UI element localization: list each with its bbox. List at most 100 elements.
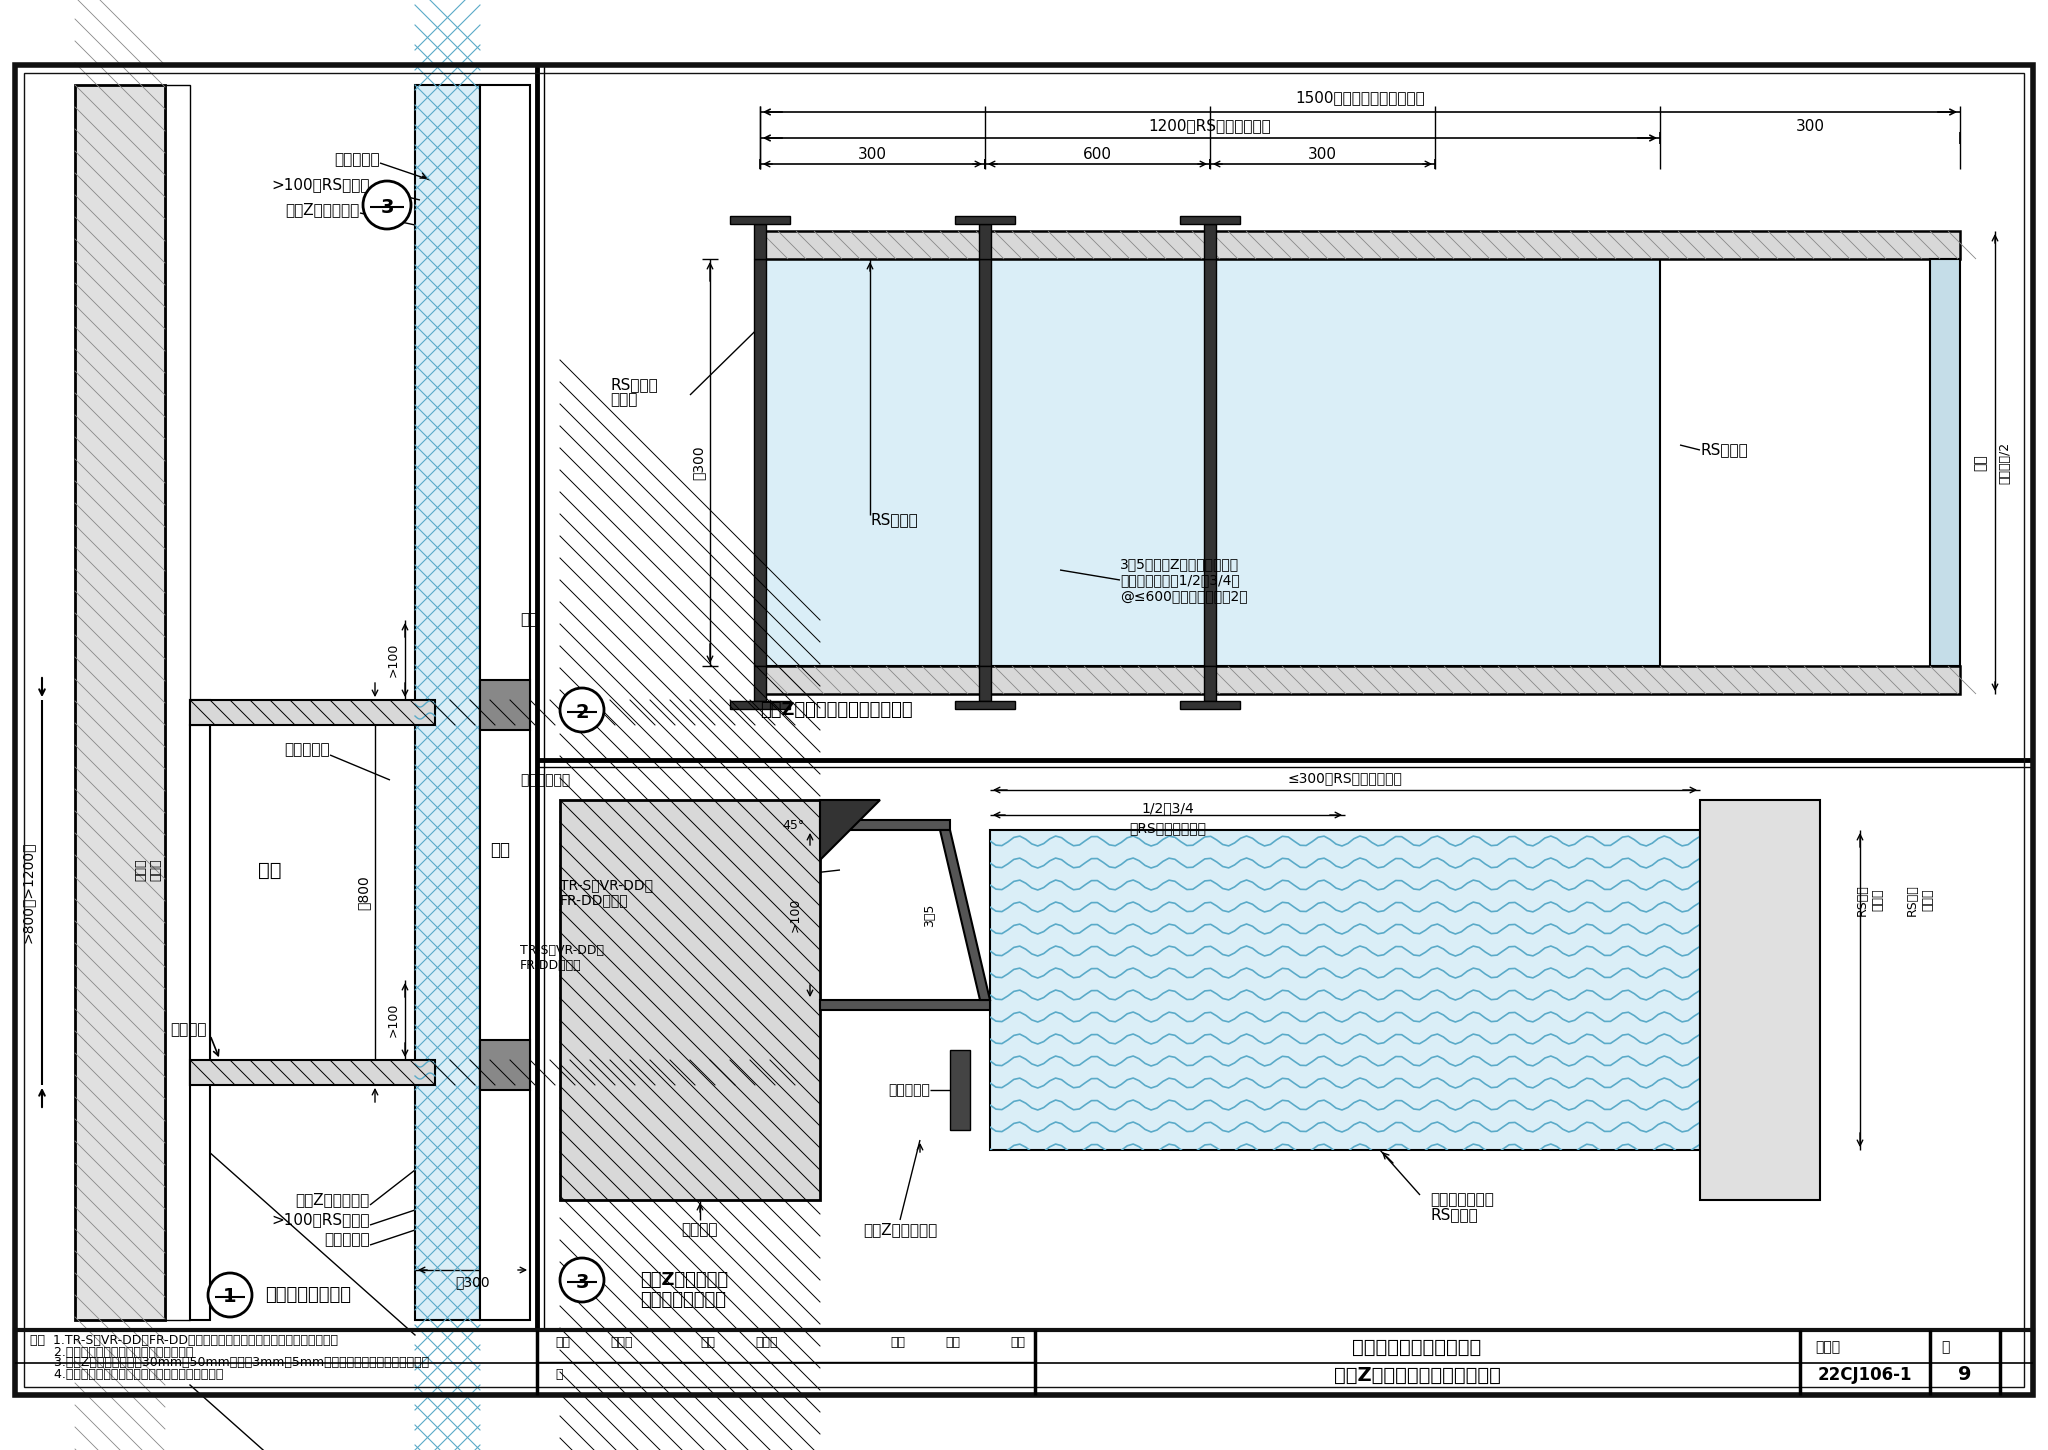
Bar (979, 260, 991, 666)
Bar (190, 700, 434, 725)
Text: RS黑棉板: RS黑棉板 (870, 512, 918, 528)
Text: 楼板标高: 楼板标高 (170, 1022, 207, 1038)
Text: 4.幕墙构造及幕墙与结构连接构造为示意，下同。: 4.幕墙构造及幕墙与结构连接构造为示意，下同。 (31, 1367, 223, 1380)
Bar (989, 829, 1700, 1150)
Bar (760, 666, 1960, 695)
Text: 3～5厚专用Z型钢承托件，插
入岩棉板宽度的1/2～3/4，
@≤600，每块板不少于2个: 3～5厚专用Z型钢承托件，插 入岩棉板宽度的1/2～3/4， @≤600，每块板… (1120, 557, 1247, 603)
Text: （RS黑棉板宽度）: （RS黑棉板宽度） (1128, 821, 1206, 835)
Text: 300: 300 (1796, 119, 1825, 133)
Text: 吕大鹏: 吕大鹏 (756, 1337, 778, 1350)
Text: 45°: 45° (782, 818, 805, 831)
Text: 22CJ106-1: 22CJ106-1 (1819, 1366, 1913, 1383)
Text: 审核: 审核 (555, 1337, 569, 1350)
Circle shape (559, 1259, 604, 1302)
Text: 玻璃幕墙层间防火封堵、: 玻璃幕墙层间防火封堵、 (1352, 1337, 1481, 1357)
Bar (190, 1060, 434, 1085)
Bar (559, 800, 819, 1201)
Bar (1204, 260, 1217, 666)
Bar (989, 829, 1700, 1150)
Bar (989, 829, 1700, 1150)
Circle shape (362, 181, 412, 229)
Bar (416, 700, 434, 725)
Bar (76, 86, 166, 1320)
Text: 幕墙层间封堵用: 幕墙层间封堵用 (1430, 1192, 1493, 1208)
Bar (1929, 260, 1960, 666)
Bar (479, 680, 530, 729)
Text: RS黑棉
板宽度: RS黑棉 板宽度 (1907, 884, 1933, 916)
Text: 600: 600 (1083, 146, 1112, 161)
Text: ＜800: ＜800 (356, 876, 371, 911)
Text: 背板: 背板 (520, 612, 539, 628)
Text: 专用Z型钢承托件平面位置示意: 专用Z型钢承托件平面位置示意 (760, 700, 913, 719)
Circle shape (559, 687, 604, 732)
Bar (989, 829, 1700, 1150)
Text: >100: >100 (788, 898, 801, 932)
Text: 1/2～3/4: 1/2～3/4 (1141, 800, 1194, 815)
Bar (479, 86, 530, 1320)
Bar (760, 260, 1661, 666)
Bar (989, 829, 1700, 1150)
Text: >100: >100 (387, 642, 399, 677)
Bar (190, 725, 211, 1320)
Text: >100厚RS黑棉板: >100厚RS黑棉板 (272, 177, 371, 193)
Text: 300: 300 (1309, 146, 1337, 161)
Bar (989, 829, 1700, 1150)
Text: 3: 3 (381, 197, 393, 216)
Bar (754, 223, 766, 260)
Text: TR-S、VR-DD、: TR-S、VR-DD、 (559, 879, 653, 892)
Bar (1700, 800, 1821, 1201)
Text: 1200（RS黑棉板板长）: 1200（RS黑棉板板长） (1149, 119, 1272, 133)
Bar (190, 700, 434, 725)
Text: 幕墙支撑构件: 幕墙支撑构件 (520, 773, 569, 787)
Bar (416, 86, 479, 1320)
Text: 室内装
饰面层: 室内装 饰面层 (133, 858, 162, 882)
Bar (1204, 666, 1217, 700)
Text: 专用Z型钢承托件: 专用Z型钢承托件 (862, 1222, 938, 1237)
Bar (954, 216, 1016, 223)
Bar (76, 86, 166, 1320)
Text: FR-DD岩棉板: FR-DD岩棉板 (520, 958, 582, 972)
Text: TR-S、VR-DD、: TR-S、VR-DD、 (520, 944, 604, 957)
Text: 图集号: 图集号 (1815, 1340, 1839, 1354)
Text: 幕墙厚度/2: 幕墙厚度/2 (1999, 441, 2011, 483)
Text: 与主体结构连接处: 与主体结构连接处 (639, 1290, 725, 1309)
Bar (729, 216, 791, 223)
Text: 主体结构: 主体结构 (682, 1222, 719, 1237)
Bar (479, 1040, 530, 1090)
Text: 页: 页 (555, 1369, 563, 1382)
Text: 300: 300 (858, 146, 887, 161)
Bar (1204, 223, 1217, 260)
Polygon shape (819, 821, 950, 829)
Text: FR-DD岩棉板: FR-DD岩棉板 (559, 893, 629, 908)
Text: 设计: 设计 (891, 1337, 905, 1350)
Bar (989, 829, 1700, 1150)
Bar (989, 829, 1700, 1150)
Text: 3: 3 (575, 1273, 588, 1292)
Text: 防火密封胶: 防火密封胶 (889, 1083, 930, 1098)
Text: RS黑棉板: RS黑棉板 (610, 377, 657, 393)
Bar (754, 260, 766, 666)
Text: 专用Z型钢承托件: 专用Z型钢承托件 (295, 1192, 371, 1208)
Bar (760, 231, 1960, 260)
Text: 室内: 室内 (258, 860, 283, 880)
Bar (416, 86, 479, 1320)
Text: 1500（幕墙支撑构件间距）: 1500（幕墙支撑构件间距） (1294, 90, 1425, 106)
Text: 2: 2 (575, 702, 590, 722)
Bar (166, 86, 190, 1320)
Bar (416, 1060, 434, 1085)
Text: 专用Z型钢承托件: 专用Z型钢承托件 (639, 1272, 729, 1289)
Bar (559, 800, 819, 1201)
Text: RS黑棉
板厚度: RS黑棉 板厚度 (1855, 884, 1884, 916)
Bar (989, 829, 1700, 1150)
Polygon shape (940, 829, 989, 1000)
Text: 注：  1.TR-S、VR-DD、FR-DD岩棉板的选型及厚度见具体工程设计，下同。: 注： 1.TR-S、VR-DD、FR-DD岩棉板的选型及厚度见具体工程设计，下同… (31, 1334, 338, 1347)
Bar (989, 829, 1700, 1150)
Text: 3.专用Z型钢承托件宽度30mm～50mm，厚度3mm～5mm，长度见具体工程设计，下同。: 3.专用Z型钢承托件宽度30mm～50mm，厚度3mm～5mm，长度见具体工程设… (31, 1357, 430, 1369)
Text: >800（>1200）: >800（>1200） (20, 842, 35, 944)
Bar (1180, 216, 1239, 223)
Bar (954, 700, 1016, 709)
Text: 3～5: 3～5 (924, 903, 936, 927)
Bar (979, 223, 991, 260)
Bar (1180, 700, 1239, 709)
Text: 9: 9 (1958, 1366, 1972, 1385)
